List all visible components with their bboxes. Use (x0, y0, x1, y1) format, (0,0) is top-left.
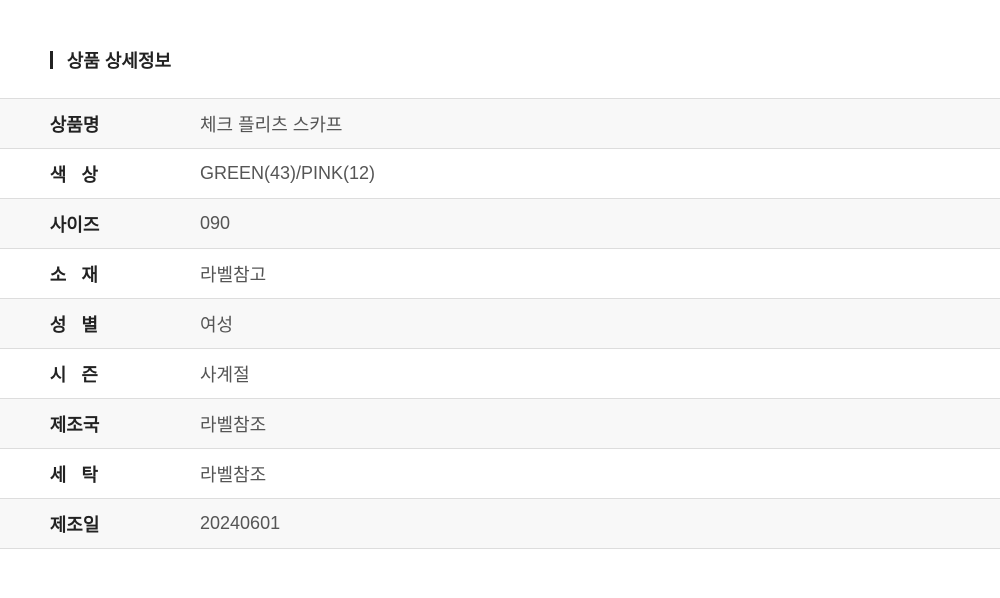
row-label: 소 재 (50, 264, 99, 285)
row-label: 제조일 (50, 514, 100, 535)
row-value: 라벨참고 (200, 264, 267, 285)
row-value: 라벨참조 (200, 464, 267, 485)
row-value: 라벨참조 (200, 414, 267, 435)
row-label: 성 별 (50, 314, 99, 335)
table-row: 상품명 체크 플리츠 스카프 (0, 99, 1000, 149)
row-value: 사계절 (200, 364, 250, 385)
table-row: 제조일 20240601 (0, 499, 1000, 549)
row-label: 세 탁 (50, 464, 99, 485)
table-row: 시 즌 사계절 (0, 349, 1000, 399)
row-label: 색 상 (50, 164, 99, 185)
row-value: 090 (200, 213, 231, 233)
table-row: 소 재 라벨참고 (0, 249, 1000, 299)
table-row: 제조국 라벨참조 (0, 399, 1000, 449)
table-row: 성 별 여성 (0, 299, 1000, 349)
table-row: 세 탁 라벨참조 (0, 449, 1000, 499)
section-title: 상품 상세정보 (50, 48, 171, 72)
table-row: 사이즈 090 (0, 199, 1000, 249)
row-value: 여성 (200, 314, 234, 335)
row-label: 상품명 (50, 114, 100, 135)
table-row: 색 상 GREEN(43)/PINK(12) (0, 149, 1000, 199)
row-value: GREEN(43)/PINK(12) (200, 163, 376, 183)
row-label: 사이즈 (50, 214, 100, 235)
section-title-text: 상품 상세정보 (67, 51, 172, 71)
title-bar-marker (50, 51, 53, 69)
row-value: 20240601 (200, 513, 281, 533)
row-label: 제조국 (50, 414, 100, 435)
row-label: 시 즌 (50, 364, 99, 385)
row-value: 체크 플리츠 스카프 (200, 114, 343, 135)
